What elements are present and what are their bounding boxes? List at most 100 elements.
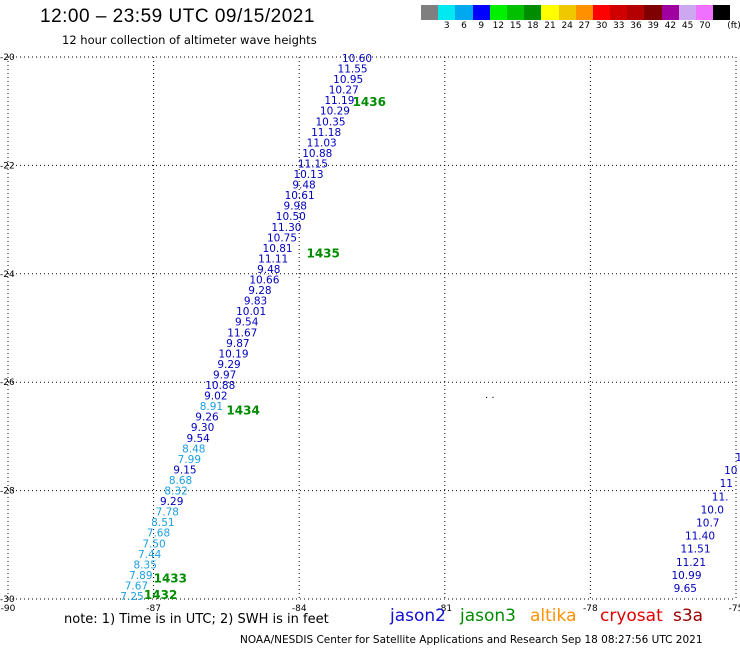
scale-label: 24 [561,21,573,31]
wave-height-value: 7.25 [120,591,143,603]
scale-swatch [489,5,507,20]
scale-label: 30 [595,21,608,31]
scale-label: 33 [613,21,625,31]
wave-height-value: 7.99 [178,454,201,466]
wave-height-value-edge: 10.7 [696,518,719,530]
wave-height-value: 7.78 [156,507,179,519]
wave-height-value: 10.88 [205,380,235,392]
wave-height-value: 8.32 [164,486,187,498]
wave-height-value: 10.01 [236,306,266,318]
wave-height-value: 11.55 [338,64,368,76]
wave-height-value: 9.97 [213,369,236,381]
scale-label: 3 [443,21,450,31]
scale-label: 42 [664,21,677,31]
wave-height-value: 8.35 [134,559,157,571]
scale-label: 39 [647,21,659,31]
wave-height-value: 7.44 [138,549,162,561]
scale-swatch [713,5,731,20]
wave-height-value: 10.29 [320,106,350,118]
satellite-legend-item: s3a [673,606,704,626]
wave-height-value: 9.02 [204,391,227,403]
lon-tick-label: -81 [437,604,452,614]
wave-height-value-edge: 11.21 [676,557,706,569]
lat-tick-label: -22 [0,161,15,171]
satellite-legend-item: jason2 [390,606,446,626]
pass-label: 1434 [226,404,259,418]
wave-height-value: 11.19 [324,95,354,107]
wave-height-value: 9.30 [191,422,214,434]
wave-height-value: 7.67 [125,580,148,592]
wave-height-value: 9.48 [257,264,280,276]
wave-height-value: 9.54 [186,433,210,445]
lon-tick-label: -84 [292,604,307,614]
wave-height-value: 7.68 [147,528,170,540]
wave-height-value-edge: 11. [712,491,729,503]
scale-swatch [524,5,542,20]
wave-height-value: 10.50 [276,211,306,223]
scale-label: 12 [492,21,505,31]
satellite-legend-item: cryosat [600,606,663,626]
footnote: note: 1) Time is in UTC; 2) SWH is in fe… [64,612,329,627]
wave-height-value: 10.13 [293,169,323,181]
wave-height-value: 10.35 [315,116,345,128]
scale-swatch [558,5,576,20]
satellite-legend-item: jason3 [460,606,516,626]
scale-swatch [592,5,611,20]
scale-label: 21 [544,21,556,31]
scale-label: 45 [681,21,694,31]
scale-swatch [541,5,559,20]
wave-height-value: 10.75 [267,232,297,244]
wave-height-value: 10.60 [342,53,372,65]
wave-height-value: 9.83 [244,296,267,308]
satellite-legend-item: altika [530,606,577,626]
wave-height-value: 8.48 [182,443,205,455]
wave-height-value: 8.91 [200,401,223,413]
wave-height-value: 11.11 [258,253,288,265]
lat-tick-label: -20 [0,53,15,63]
wave-height-value-edge: 10.99 [671,570,701,582]
wave-height-value: 10.95 [333,74,363,86]
scale-unit: (ft) [727,21,740,31]
wave-height-value-edge: 11 [720,478,733,490]
wave-height-value: 9.29 [217,359,240,371]
scale-swatch [438,5,456,20]
lat-tick-label: -30 [0,595,15,605]
wave-height-value: 10.27 [329,85,359,97]
wave-height-value: 8.68 [169,475,192,487]
lon-tick-label: -78 [583,604,598,614]
wave-height-value: 10.88 [302,148,332,160]
wave-height-value: 11.15 [298,158,328,170]
scale-swatch [506,5,525,20]
pass-label: 1432 [144,588,177,602]
scale-label: 36 [630,21,642,31]
lat-tick-label: -24 [0,270,15,280]
wave-height-value: 11.67 [227,327,257,339]
pass-label: 1436 [353,95,386,109]
scale-label: 6 [461,21,467,31]
wave-height-value: 10.61 [285,190,315,202]
wave-height-value: 9.98 [284,201,307,213]
wave-height-value-edge: 9.65 [674,583,697,595]
scale-swatch [696,5,714,20]
wave-height-value-edge: 1 [735,452,740,464]
credit-line: NOAA/NESDIS Center for Satellite Applica… [240,634,703,646]
wave-height-value-edge: 11.51 [680,544,710,556]
scale-swatch [455,5,473,20]
lat-tick-label: -26 [0,378,15,388]
wave-height-value: 9.26 [195,412,219,424]
wave-height-value: 9.28 [248,285,271,297]
wave-height-value-edge: 11.40 [685,531,715,543]
wave-height-value: 9.87 [226,338,249,350]
wave-height-value: 9.54 [235,317,259,329]
scale-label: 9 [478,21,485,31]
scale-swatch [421,5,439,20]
map-title: 12:00 – 23:59 UTC 09/15/2021 [40,6,315,27]
pass-label: 1433 [154,572,187,586]
scale-swatch [472,5,490,20]
wave-height-value: 10.81 [263,243,293,255]
scale-label: 27 [578,21,591,31]
map-subtitle: 12 hour collection of altimeter wave hei… [62,33,317,47]
lat-tick-label: -28 [0,487,15,497]
wave-height-value: 9.48 [292,180,315,192]
